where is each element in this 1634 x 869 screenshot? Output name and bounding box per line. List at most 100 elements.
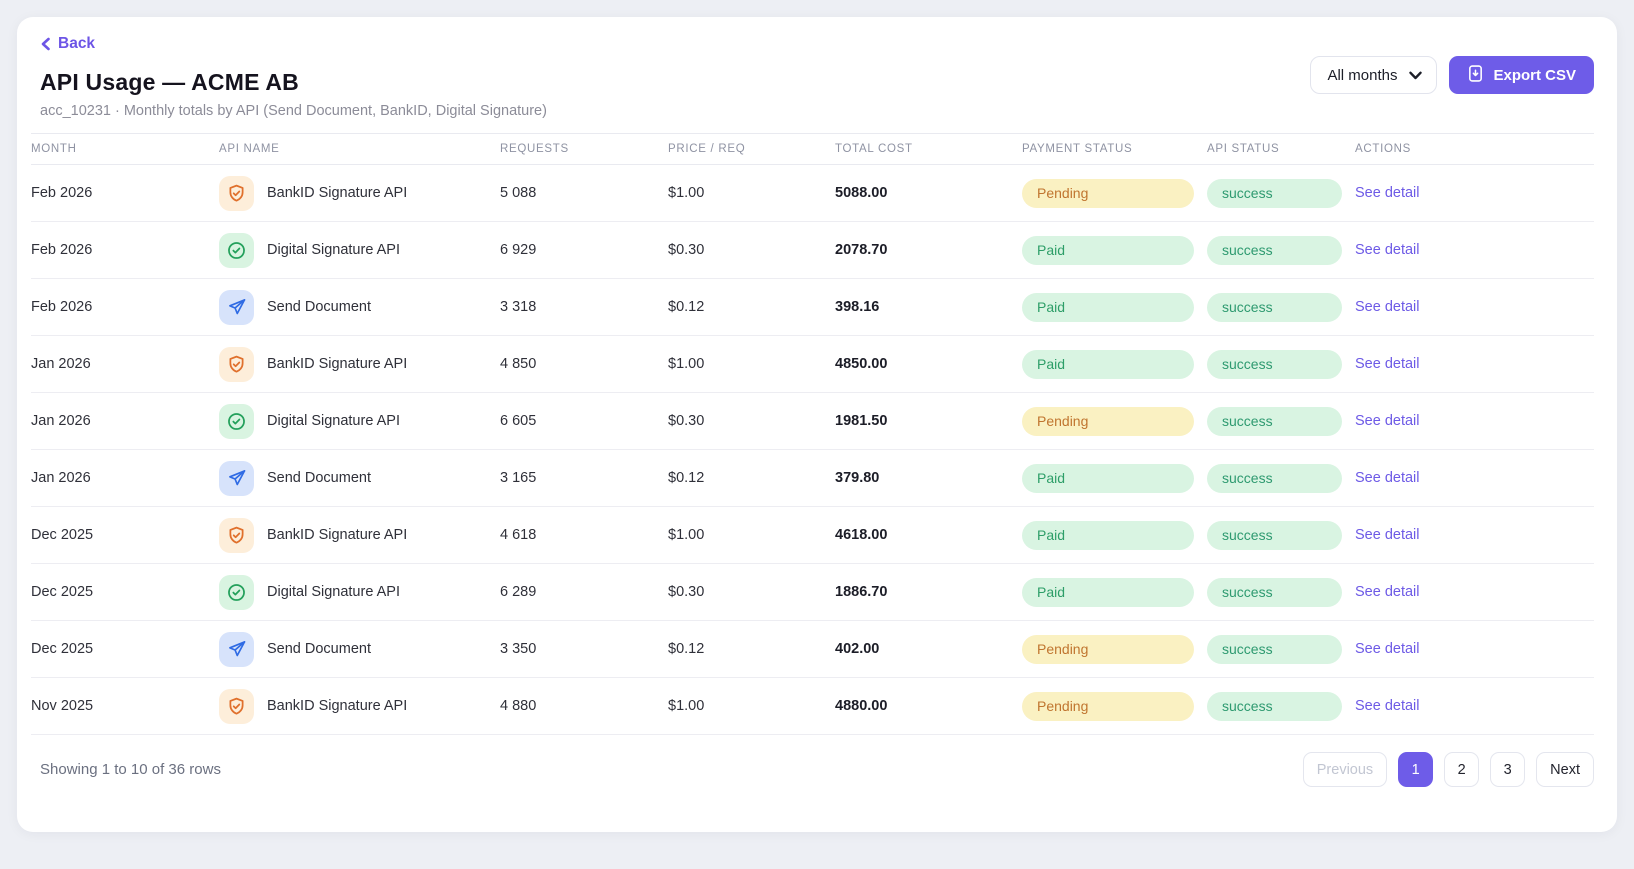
page-button-2[interactable]: 2 bbox=[1444, 752, 1480, 787]
total-cost-cell: 5088.00 bbox=[835, 185, 888, 201]
api-name-cell: Send Document bbox=[219, 460, 500, 496]
month-cell: Dec 2025 bbox=[31, 641, 94, 657]
payment-status-cell: Pending bbox=[1022, 178, 1207, 208]
api-status-cell: success bbox=[1207, 520, 1355, 550]
api-status-badge: success bbox=[1207, 235, 1342, 265]
column-header: MONTH bbox=[31, 143, 77, 155]
price-per-request-cell: $1.00 bbox=[668, 356, 705, 372]
api-name-label: BankID Signature API bbox=[267, 185, 408, 201]
total-cost-cell: 398.16 bbox=[835, 299, 880, 315]
payment-status-cell: Paid bbox=[1022, 463, 1207, 493]
price-per-request-cell: $0.30 bbox=[668, 242, 705, 258]
payment-status-cell: Pending bbox=[1022, 691, 1207, 721]
api-status-cell: success bbox=[1207, 577, 1355, 607]
chevron-down-icon bbox=[1409, 67, 1423, 84]
see-detail-link[interactable]: See detail bbox=[1355, 641, 1420, 657]
api-name-cell: BankID Signature API bbox=[219, 175, 500, 211]
api-name-cell: Digital Signature API bbox=[219, 574, 500, 610]
api-status-cell: success bbox=[1207, 178, 1355, 208]
column-header: REQUESTS bbox=[500, 143, 569, 155]
column-header: API STATUS bbox=[1207, 143, 1280, 155]
shield-check-icon bbox=[219, 688, 254, 724]
payment-status-badge: Pending bbox=[1022, 406, 1194, 436]
months-filter-value: All months bbox=[1327, 66, 1398, 84]
total-cost-cell: 1886.70 bbox=[835, 584, 888, 600]
payment-status-badge: Paid bbox=[1022, 349, 1194, 379]
paper-plane-icon bbox=[219, 460, 254, 496]
see-detail-link[interactable]: See detail bbox=[1355, 527, 1420, 543]
payment-status-badge: Paid bbox=[1022, 463, 1194, 493]
see-detail-link[interactable]: See detail bbox=[1355, 356, 1420, 372]
api-name-cell: Send Document bbox=[219, 289, 500, 325]
next-page-button[interactable]: Next bbox=[1536, 752, 1594, 787]
months-filter-select[interactable]: All months bbox=[1310, 56, 1438, 94]
rows-summary: Showing 1 to 10 of 36 rows bbox=[40, 761, 221, 778]
export-csv-button[interactable]: Export CSV bbox=[1449, 56, 1594, 94]
table-header-row: MONTH API NAME REQUESTS PRICE / REQ TOTAL CO… bbox=[31, 133, 1594, 165]
actions-cell: See detail bbox=[1355, 641, 1594, 657]
see-detail-link[interactable]: See detail bbox=[1355, 698, 1420, 714]
previous-page-button[interactable]: Previous bbox=[1302, 752, 1388, 787]
page-button-3[interactable]: 3 bbox=[1490, 752, 1526, 787]
total-cost-cell: 2078.70 bbox=[835, 242, 888, 258]
month-cell: Feb 2026 bbox=[31, 299, 93, 315]
table-row: Jan 2026 Send Document 3 165 $0.12 379.8… bbox=[31, 450, 1594, 507]
api-name-cell: Send Document bbox=[219, 631, 500, 667]
api-name-label: Send Document bbox=[267, 470, 371, 486]
actions-cell: See detail bbox=[1355, 242, 1594, 258]
price-per-request-cell: $1.00 bbox=[668, 527, 705, 543]
actions-cell: See detail bbox=[1355, 299, 1594, 315]
usage-table: MONTH API NAME REQUESTS PRICE / REQ TOTAL CO… bbox=[31, 133, 1594, 735]
total-cost-cell: 4850.00 bbox=[835, 356, 888, 372]
requests-cell: 6 289 bbox=[500, 584, 537, 600]
api-status-badge: success bbox=[1207, 520, 1342, 550]
shield-check-icon bbox=[219, 517, 254, 553]
month-cell: Feb 2026 bbox=[31, 242, 93, 258]
table-row: Nov 2025 BankID Signature API 4 880 $1.0… bbox=[31, 678, 1594, 735]
price-per-request-cell: $0.12 bbox=[668, 470, 705, 486]
see-detail-link[interactable]: See detail bbox=[1355, 470, 1420, 486]
back-label: Back bbox=[58, 35, 96, 52]
month-cell: Dec 2025 bbox=[31, 527, 94, 543]
requests-cell: 3 350 bbox=[500, 641, 537, 657]
month-cell: Nov 2025 bbox=[31, 698, 94, 714]
header-controls: All months Export CSV bbox=[1310, 56, 1594, 94]
api-name-cell: Digital Signature API bbox=[219, 403, 500, 439]
payment-status-cell: Paid bbox=[1022, 349, 1207, 379]
table-row: Feb 2026 BankID Signature API 5 088 $1.0… bbox=[31, 165, 1594, 222]
see-detail-link[interactable]: See detail bbox=[1355, 584, 1420, 600]
circle-check-icon bbox=[219, 403, 254, 439]
column-header: PRICE / REQ bbox=[668, 143, 746, 155]
payment-status-badge: Pending bbox=[1022, 691, 1194, 721]
paper-plane-icon bbox=[219, 289, 254, 325]
see-detail-link[interactable]: See detail bbox=[1355, 299, 1420, 315]
chevron-left-icon bbox=[40, 37, 51, 51]
api-name-cell: BankID Signature API bbox=[219, 688, 500, 724]
column-header: TOTAL COST bbox=[835, 143, 913, 155]
payment-status-cell: Paid bbox=[1022, 292, 1207, 322]
api-status-cell: success bbox=[1207, 406, 1355, 436]
requests-cell: 4 850 bbox=[500, 356, 537, 372]
api-name-label: Digital Signature API bbox=[267, 413, 400, 429]
price-per-request-cell: $0.30 bbox=[668, 584, 705, 600]
payment-status-cell: Paid bbox=[1022, 577, 1207, 607]
api-status-badge: success bbox=[1207, 691, 1342, 721]
see-detail-link[interactable]: See detail bbox=[1355, 185, 1420, 201]
see-detail-link[interactable]: See detail bbox=[1355, 242, 1420, 258]
api-name-cell: Digital Signature API bbox=[219, 232, 500, 268]
price-per-request-cell: $0.12 bbox=[668, 641, 705, 657]
column-header: ACTIONS bbox=[1355, 143, 1412, 155]
paper-plane-icon bbox=[219, 631, 254, 667]
payment-status-cell: Paid bbox=[1022, 520, 1207, 550]
back-button[interactable]: Back bbox=[40, 35, 95, 53]
see-detail-link[interactable]: See detail bbox=[1355, 413, 1420, 429]
api-name-cell: BankID Signature API bbox=[219, 517, 500, 553]
page-button-1[interactable]: 1 bbox=[1398, 752, 1434, 787]
api-status-badge: success bbox=[1207, 349, 1342, 379]
requests-cell: 6 929 bbox=[500, 242, 537, 258]
actions-cell: See detail bbox=[1355, 470, 1594, 486]
api-name-label: Send Document bbox=[267, 641, 371, 657]
page-subtitle: acc_10231 · Monthly totals by API (Send … bbox=[40, 103, 547, 119]
